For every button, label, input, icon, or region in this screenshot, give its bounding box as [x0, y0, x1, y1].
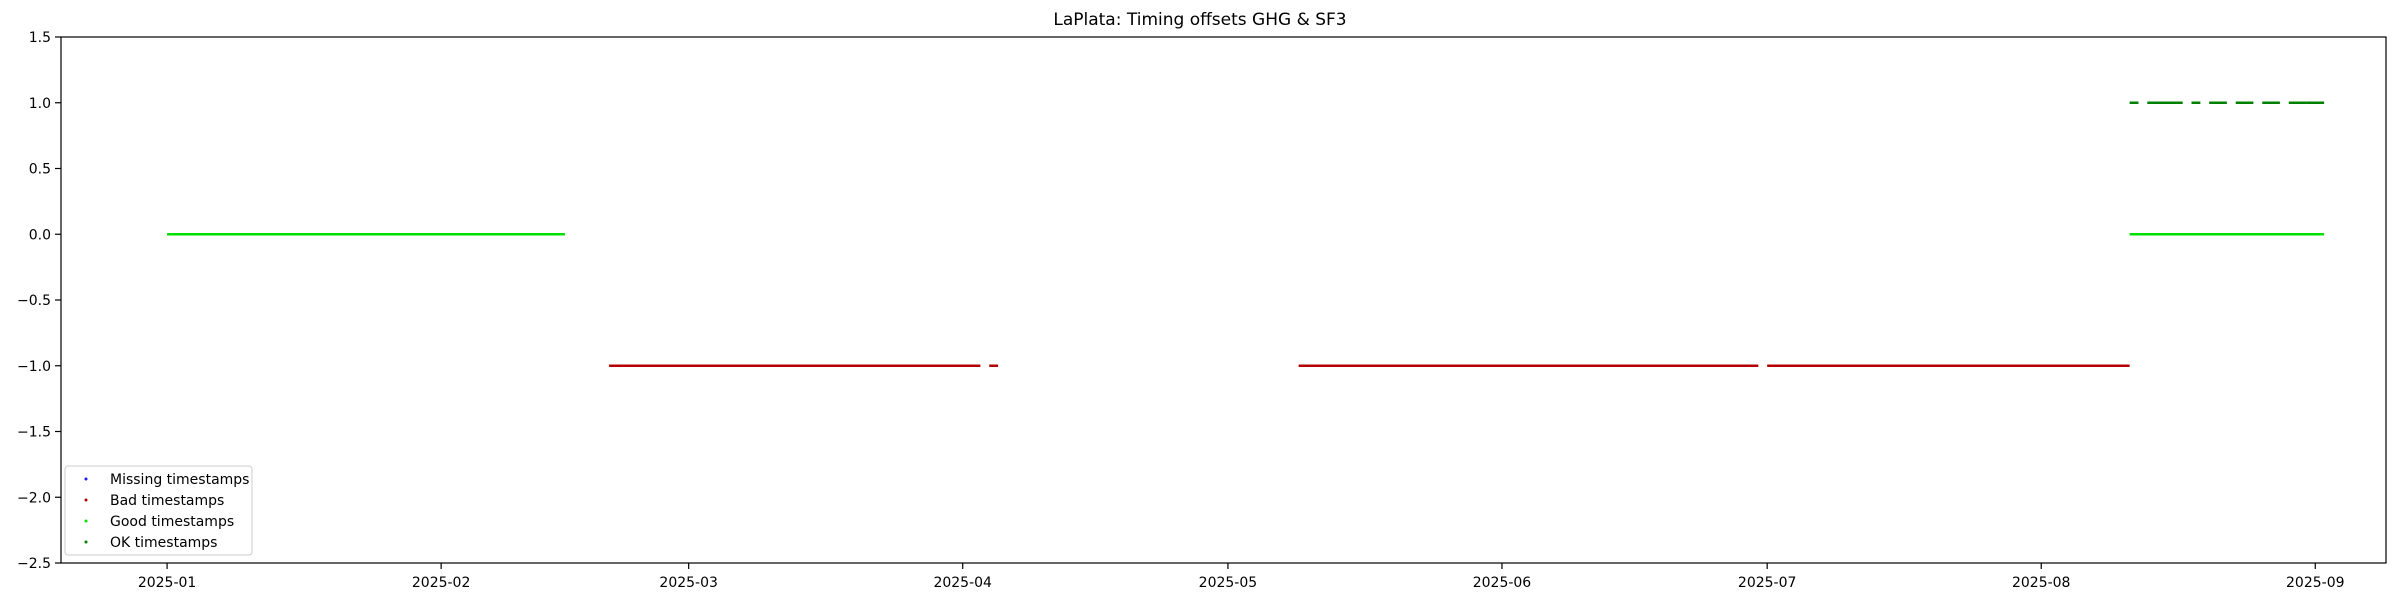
x-tick-label: 2025-03 — [659, 575, 718, 591]
axes-frame — [60, 36, 2387, 564]
x-tick-label: 2025-05 — [1199, 575, 1258, 591]
x-tick-label: 2025-02 — [412, 575, 471, 591]
x-tick-label: 2025-09 — [2286, 575, 2345, 591]
y-tick-label: −1.5 — [17, 425, 51, 441]
y-tick-label: −1.0 — [17, 359, 51, 375]
x-tick-label: 2025-07 — [1738, 575, 1797, 591]
legend-marker — [84, 540, 88, 544]
legend-box — [64, 465, 253, 556]
x-tick-label: 2025-04 — [933, 575, 992, 591]
legend-label: Missing timestamps — [110, 472, 249, 488]
legend-label: Good timestamps — [110, 514, 234, 530]
x-tick-label: 2025-01 — [138, 575, 197, 591]
legend-marker — [84, 498, 88, 502]
y-tick-label: −0.5 — [17, 293, 51, 309]
legend-marker — [84, 519, 88, 523]
y-tick-label: 0.5 — [29, 162, 51, 178]
y-tick-label: −2.0 — [17, 490, 51, 506]
y-tick-label: 1.0 — [29, 96, 51, 112]
legend-marker — [84, 477, 88, 481]
x-tick-label: 2025-08 — [2012, 575, 2071, 591]
x-tick-label: 2025-06 — [1473, 575, 1532, 591]
legend-label: OK timestamps — [110, 535, 217, 551]
y-tick-label: −2.5 — [17, 556, 51, 572]
y-tick-label: 0.0 — [29, 227, 51, 243]
legend-label: Bad timestamps — [110, 493, 224, 509]
chart-title: LaPlata: Timing offsets GHG & SF3 — [1053, 10, 1347, 30]
y-tick-label: 1.5 — [29, 30, 51, 46]
